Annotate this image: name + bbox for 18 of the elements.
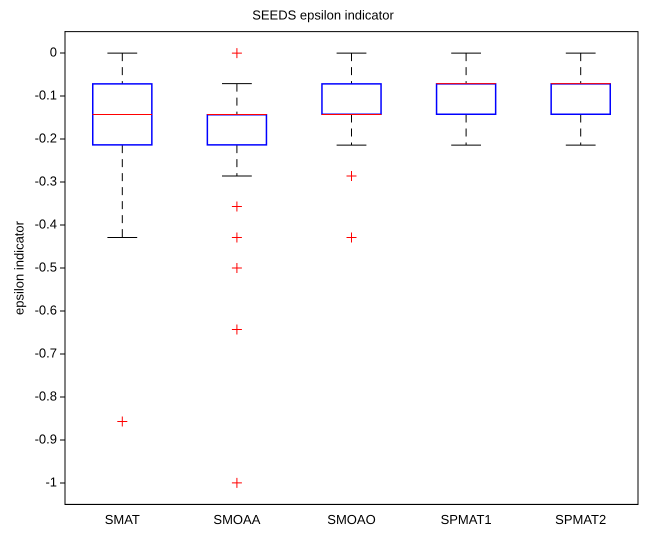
x-tick-label: SPMAT2 xyxy=(555,512,606,527)
x-tick-label: SMOAA xyxy=(213,512,261,527)
y-tick-label: -0.4 xyxy=(34,216,57,232)
y-tick-label: -1 xyxy=(45,474,57,490)
x-tick-label: SMOAO xyxy=(327,512,376,527)
y-tick-label: -0.1 xyxy=(34,88,57,103)
x-tick-label: SPMAT1 xyxy=(440,512,492,527)
y-tick-label: -0.2 xyxy=(34,130,57,146)
y-tick-label: -0.9 xyxy=(34,432,57,447)
y-axis-title: epsilon indicator xyxy=(11,220,26,315)
y-tick-label: -0.3 xyxy=(34,174,57,189)
y-tick-label: -0.7 xyxy=(34,346,57,361)
y-tick-label: -0.6 xyxy=(34,302,57,318)
y-tick-label: -0.5 xyxy=(34,260,57,275)
y-tick-label: -0.8 xyxy=(34,388,57,404)
y-tick-label: 0 xyxy=(50,44,57,60)
x-tick-label: SMAT xyxy=(104,512,140,527)
chart-title: SEEDS epsilon indicator xyxy=(252,7,394,22)
